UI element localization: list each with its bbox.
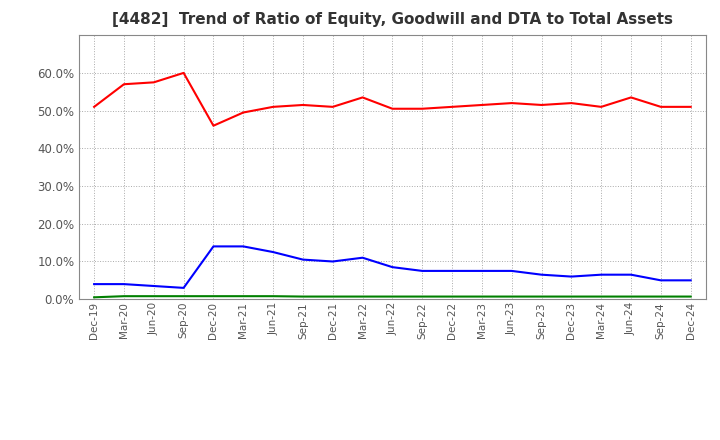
Equity: [448, 104, 456, 110]
Equity: [120, 81, 128, 87]
Equity: [537, 103, 546, 108]
Line: Equity: Equity: [94, 73, 690, 126]
Equity: [150, 80, 158, 85]
Goodwill: [299, 257, 307, 262]
Deferred Tax Assets: [657, 294, 665, 299]
Deferred Tax Assets: [567, 294, 576, 299]
Equity: [508, 100, 516, 106]
Deferred Tax Assets: [179, 293, 188, 299]
Goodwill: [567, 274, 576, 279]
Deferred Tax Assets: [477, 294, 486, 299]
Equity: [657, 104, 665, 110]
Goodwill: [477, 268, 486, 274]
Deferred Tax Assets: [90, 295, 99, 300]
Equity: [567, 100, 576, 106]
Goodwill: [359, 255, 367, 260]
Deferred Tax Assets: [120, 293, 128, 299]
Deferred Tax Assets: [448, 294, 456, 299]
Goodwill: [269, 249, 277, 255]
Goodwill: [657, 278, 665, 283]
Deferred Tax Assets: [209, 293, 217, 299]
Equity: [418, 106, 426, 111]
Equity: [299, 103, 307, 108]
Equity: [597, 104, 606, 110]
Deferred Tax Assets: [626, 294, 635, 299]
Goodwill: [90, 282, 99, 287]
Equity: [686, 104, 695, 110]
Goodwill: [508, 268, 516, 274]
Deferred Tax Assets: [418, 294, 426, 299]
Goodwill: [328, 259, 337, 264]
Goodwill: [179, 285, 188, 290]
Goodwill: [239, 244, 248, 249]
Equity: [239, 110, 248, 115]
Goodwill: [597, 272, 606, 277]
Equity: [626, 95, 635, 100]
Goodwill: [448, 268, 456, 274]
Deferred Tax Assets: [150, 293, 158, 299]
Deferred Tax Assets: [359, 294, 367, 299]
Deferred Tax Assets: [686, 294, 695, 299]
Equity: [328, 104, 337, 110]
Equity: [359, 95, 367, 100]
Title: [4482]  Trend of Ratio of Equity, Goodwill and DTA to Total Assets: [4482] Trend of Ratio of Equity, Goodwil…: [112, 12, 673, 27]
Goodwill: [626, 272, 635, 277]
Goodwill: [537, 272, 546, 277]
Deferred Tax Assets: [239, 293, 248, 299]
Deferred Tax Assets: [597, 294, 606, 299]
Goodwill: [418, 268, 426, 274]
Equity: [179, 70, 188, 76]
Goodwill: [209, 244, 217, 249]
Deferred Tax Assets: [388, 294, 397, 299]
Deferred Tax Assets: [508, 294, 516, 299]
Line: Goodwill: Goodwill: [94, 246, 690, 288]
Goodwill: [686, 278, 695, 283]
Deferred Tax Assets: [269, 293, 277, 299]
Equity: [388, 106, 397, 111]
Deferred Tax Assets: [537, 294, 546, 299]
Legend: Equity, Goodwill, Deferred Tax Assets: Equity, Goodwill, Deferred Tax Assets: [211, 436, 574, 440]
Deferred Tax Assets: [328, 294, 337, 299]
Goodwill: [120, 282, 128, 287]
Equity: [90, 104, 99, 110]
Deferred Tax Assets: [299, 294, 307, 299]
Line: Deferred Tax Assets: Deferred Tax Assets: [94, 296, 690, 297]
Equity: [269, 104, 277, 110]
Goodwill: [150, 283, 158, 289]
Equity: [477, 103, 486, 108]
Goodwill: [388, 264, 397, 270]
Equity: [209, 123, 217, 128]
